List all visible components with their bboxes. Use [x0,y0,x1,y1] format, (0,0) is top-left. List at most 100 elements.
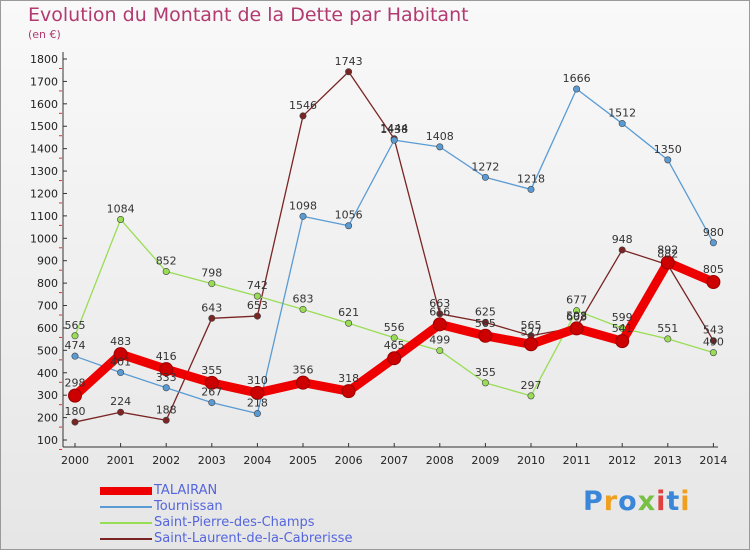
data-point [618,120,626,128]
legend-label: Tournissan [154,499,223,514]
data-label: 499 [429,334,450,347]
brand-logo: Proxiti [583,486,691,517]
x-tick-label: 2011 [563,454,591,467]
x-tick-label: 2000 [61,454,89,467]
legend-swatch [100,538,152,540]
data-point [664,335,672,343]
legend-label: Saint-Laurent-de-la-Cabrerisse [154,531,353,546]
data-point [481,173,489,181]
data-label: 1408 [426,130,454,143]
data-point [481,318,489,326]
y-tick-label: 1000 [30,232,58,245]
data-point [253,410,261,418]
data-label: 356 [293,364,314,377]
data-label: 892 [657,243,678,256]
data-point [618,324,626,332]
data-point [299,305,307,313]
x-tick-label: 2013 [654,454,682,467]
data-label: 663 [429,297,450,310]
x-tick-label: 2012 [608,454,636,467]
x-tick-label: 2009 [471,454,499,467]
data-point [390,334,398,342]
data-label: 218 [247,397,268,410]
y-tick-label: 400 [37,367,58,380]
data-point [345,68,353,76]
x-tick-label: 2005 [289,454,317,467]
data-point [299,212,307,220]
data-label: 599 [612,311,633,324]
y-tick-label: 1100 [30,210,58,223]
data-point [208,280,216,288]
data-point [390,136,398,144]
data-point [569,321,584,336]
data-label: 416 [156,350,177,363]
y-tick-label: 1500 [30,120,58,133]
y-tick-label: 1300 [30,165,58,178]
data-point [573,85,581,93]
data-point [387,351,402,366]
data-point [117,369,125,377]
data-label: 298 [65,377,86,390]
data-label: 565 [521,319,542,332]
data-label: 1084 [107,202,135,215]
data-point [436,310,444,318]
data-point [341,384,356,399]
data-point [615,334,630,349]
x-tick-label: 2007 [380,454,408,467]
data-label: 1438 [380,123,408,136]
data-point [159,362,174,377]
data-point [432,317,447,332]
data-point [478,328,493,343]
data-label: 297 [521,379,542,392]
y-tick-label: 500 [37,344,58,357]
x-tick-label: 2006 [335,454,363,467]
data-label: 490 [703,336,724,349]
data-label: 1444 [380,122,408,135]
y-tick-label: 900 [37,255,58,268]
data-label: 565 [65,319,86,332]
data-label: 1218 [517,172,545,185]
series-points [68,68,721,426]
data-label: 543 [703,324,724,337]
y-tick-label: 700 [37,300,58,313]
data-point [68,388,82,403]
data-label: 653 [247,299,268,312]
data-label: 980 [703,226,724,239]
data-label: 355 [201,364,222,377]
data-label: 625 [475,305,496,318]
y-tick-label: 300 [37,389,58,402]
data-label: 882 [657,248,678,261]
data-point [573,307,581,315]
data-label: 598 [566,309,587,322]
data-point [162,384,170,392]
x-tick-label: 2004 [243,454,271,467]
data-point [162,416,170,424]
x-tick-label: 2003 [198,454,226,467]
legend-label: TALAIRAN [154,483,218,498]
y-tick-label: 800 [37,277,58,290]
data-point [618,246,626,254]
unit-label: (en €) [28,28,61,41]
data-point [524,337,538,352]
data-label: 852 [156,254,177,267]
data-label: 483 [110,335,131,348]
data-point [71,332,79,340]
data-label: 310 [247,374,268,387]
legend-swatch [100,522,152,524]
data-point [527,392,535,400]
data-label: 267 [201,386,222,399]
data-label: 948 [612,233,633,246]
data-label: 1098 [289,199,317,212]
data-label: 1350 [654,143,682,156]
data-label: 318 [338,372,359,385]
data-point [664,156,672,164]
data-label: 1666 [563,72,591,85]
data-label: 188 [156,403,177,416]
data-point [253,312,261,320]
x-tick-label: 2014 [699,454,727,467]
data-label: 805 [703,263,724,276]
data-label: 551 [657,322,678,335]
data-label: 556 [384,321,405,334]
data-label: 1056 [335,209,363,222]
